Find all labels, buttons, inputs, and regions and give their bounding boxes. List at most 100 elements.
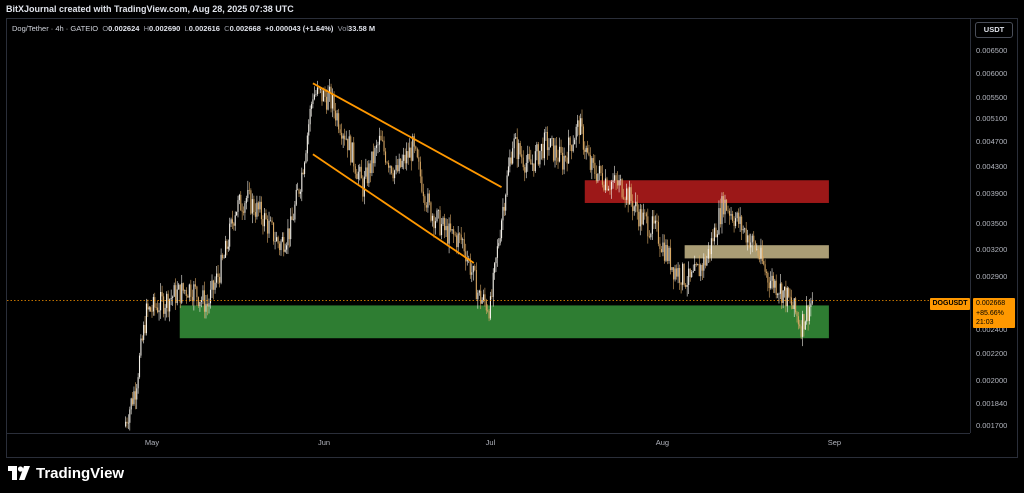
candle-body bbox=[555, 145, 558, 158]
candle-body bbox=[339, 129, 341, 133]
candle-body bbox=[143, 324, 145, 340]
candle-body bbox=[395, 165, 397, 171]
candle-body bbox=[800, 326, 802, 337]
candle-body bbox=[563, 156, 565, 170]
candle-body bbox=[548, 147, 550, 151]
candle-body bbox=[257, 202, 259, 210]
candle-body bbox=[266, 219, 269, 234]
candle-body bbox=[595, 173, 597, 182]
candle-body bbox=[477, 292, 479, 300]
candle-body bbox=[706, 258, 708, 266]
candle-body bbox=[299, 191, 301, 194]
candle-body bbox=[138, 355, 141, 378]
support-zone[interactable] bbox=[179, 305, 829, 339]
candle-body bbox=[211, 280, 213, 290]
candle-body bbox=[197, 297, 199, 306]
candle-body bbox=[463, 239, 465, 252]
resistance-zone[interactable] bbox=[584, 180, 829, 203]
candle-body bbox=[527, 153, 529, 163]
candle-body bbox=[251, 199, 253, 214]
candle-body bbox=[436, 210, 438, 222]
candle-body bbox=[589, 154, 591, 170]
candle-body bbox=[308, 124, 310, 136]
candle-body bbox=[231, 219, 234, 224]
candle-body bbox=[403, 154, 405, 161]
candle-body bbox=[496, 246, 498, 258]
candle-body bbox=[543, 132, 545, 159]
candle-body bbox=[512, 148, 514, 164]
candle-body bbox=[245, 198, 247, 204]
candle-body bbox=[265, 213, 267, 220]
candle-body bbox=[397, 165, 399, 172]
candle-body bbox=[287, 228, 289, 246]
candle-body bbox=[730, 214, 732, 216]
candle-body bbox=[786, 287, 788, 307]
candle-body bbox=[409, 147, 411, 158]
channel-upper-line[interactable] bbox=[312, 82, 502, 188]
candle-body bbox=[474, 265, 476, 271]
candle-body bbox=[571, 145, 573, 152]
candle-body bbox=[777, 294, 779, 295]
intermediate-zone[interactable] bbox=[684, 245, 829, 259]
symbol-legend: Dog/Tether · 4h · GATEIO O0.002624 H0.00… bbox=[12, 24, 375, 33]
price-tick-label: 0.006500 bbox=[976, 46, 1008, 56]
candle-body bbox=[315, 94, 317, 95]
candle-body bbox=[388, 162, 390, 168]
candle-body bbox=[630, 187, 632, 202]
candle-body bbox=[327, 92, 329, 110]
candle-body bbox=[790, 297, 793, 306]
candle-body bbox=[169, 299, 171, 312]
chart-plot[interactable] bbox=[7, 19, 970, 433]
legend-close-label: C bbox=[224, 24, 230, 33]
candle-body bbox=[515, 137, 517, 139]
candle-body bbox=[503, 206, 505, 211]
candle-body bbox=[268, 220, 270, 234]
candle-body bbox=[500, 220, 503, 239]
candle-body bbox=[304, 162, 306, 174]
candle-body bbox=[345, 138, 347, 140]
legend-low-value: 0.002616 bbox=[188, 24, 220, 33]
channel-lower-line[interactable] bbox=[312, 153, 475, 264]
candle-body bbox=[440, 224, 443, 236]
candle-body bbox=[150, 307, 152, 312]
candle-body bbox=[156, 307, 159, 313]
candle-body bbox=[437, 210, 440, 211]
candle-body bbox=[703, 257, 705, 271]
legend-symbol[interactable]: Dog/Tether · 4h · GATEIO bbox=[12, 24, 99, 33]
candle-body bbox=[306, 135, 308, 154]
currency-button[interactable]: USDT bbox=[975, 22, 1013, 38]
candle-body bbox=[739, 216, 741, 224]
candle-body bbox=[456, 235, 458, 248]
candle-body bbox=[444, 217, 446, 231]
candle-body bbox=[465, 251, 467, 262]
price-axis[interactable] bbox=[970, 19, 1017, 433]
candle-body bbox=[185, 290, 187, 296]
candle-body bbox=[398, 158, 400, 172]
candle-body bbox=[663, 242, 666, 261]
candle-body bbox=[639, 209, 641, 227]
candle-body bbox=[742, 229, 744, 231]
candle-body bbox=[187, 295, 189, 298]
candle-body bbox=[427, 193, 429, 208]
time-axis[interactable] bbox=[7, 433, 970, 457]
candle-body bbox=[236, 211, 238, 216]
candle-body bbox=[695, 263, 697, 266]
candle-body bbox=[459, 233, 461, 235]
candle-body bbox=[350, 136, 352, 163]
candle-body bbox=[460, 234, 462, 241]
candle-body bbox=[735, 218, 737, 226]
candle-body bbox=[603, 184, 605, 191]
candle-body bbox=[617, 180, 619, 186]
candle-body bbox=[560, 146, 562, 153]
candle-body bbox=[263, 213, 266, 227]
candle-body bbox=[392, 173, 394, 179]
symbol-price-tag: DOGUSDT bbox=[930, 298, 970, 310]
candle-body bbox=[453, 229, 455, 235]
candle-body bbox=[371, 151, 373, 174]
candle-body bbox=[184, 290, 186, 291]
candle-body bbox=[439, 210, 441, 236]
candle-body bbox=[629, 187, 631, 205]
candle-body bbox=[753, 235, 755, 242]
candle-body bbox=[635, 201, 637, 207]
candle-body bbox=[416, 148, 418, 158]
